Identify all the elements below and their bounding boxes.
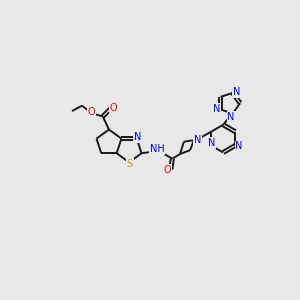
Text: O: O [110,103,117,113]
Text: N: N [134,132,141,142]
Text: N: N [233,87,240,97]
Text: N: N [194,135,202,145]
Text: N: N [213,104,220,114]
Text: NH: NH [150,144,164,154]
Text: N: N [227,112,235,122]
Text: O: O [163,165,171,175]
Text: S: S [127,159,133,169]
Text: N: N [235,141,243,151]
Text: O: O [87,107,95,117]
Text: N: N [208,138,216,148]
